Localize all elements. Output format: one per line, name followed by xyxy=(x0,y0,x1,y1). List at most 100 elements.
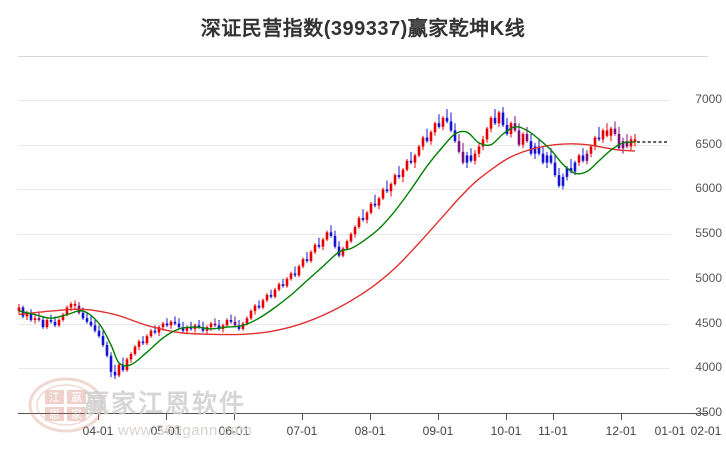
candle-body xyxy=(609,128,613,136)
candle-body xyxy=(73,303,77,306)
candle-body xyxy=(525,133,529,142)
candle-body xyxy=(157,327,161,333)
y-axis-tick-label: 5500 xyxy=(695,226,722,241)
candle-body xyxy=(213,323,217,326)
candle-body xyxy=(601,130,605,140)
gridline xyxy=(18,323,670,325)
x-axis-tick xyxy=(506,414,507,420)
candle-body xyxy=(201,327,205,331)
candle-body xyxy=(313,244,317,253)
candle-body xyxy=(61,314,65,320)
candle-body xyxy=(561,176,565,186)
candle-body xyxy=(417,146,421,156)
candle-body xyxy=(169,321,173,326)
y-axis-tick-label: 7000 xyxy=(695,92,722,106)
candle-body xyxy=(69,303,73,308)
candle-body xyxy=(133,346,137,354)
candle-body xyxy=(277,284,281,290)
candle-body xyxy=(29,312,33,320)
candle-body xyxy=(445,117,449,122)
x-axis-tick-label: 05-01 xyxy=(150,424,182,438)
candle-body xyxy=(545,155,549,163)
candle-body xyxy=(573,162,577,172)
candle-body xyxy=(117,364,121,376)
candle-body xyxy=(457,141,461,152)
header-divider xyxy=(18,56,708,57)
candle-body xyxy=(489,117,493,129)
candle-body xyxy=(393,175,397,185)
candle-body xyxy=(197,325,201,328)
x-axis-tick-label: 09-01 xyxy=(422,424,454,438)
candle-body xyxy=(261,300,265,308)
candle-body xyxy=(337,246,341,256)
candle-body xyxy=(289,273,293,279)
candle-body xyxy=(589,146,593,154)
x-axis-tick-label: 04-01 xyxy=(82,424,114,438)
candle-body xyxy=(361,218,365,220)
candle-body xyxy=(81,312,85,319)
candle-body xyxy=(541,153,545,163)
candle-body xyxy=(301,259,305,267)
candle-body xyxy=(577,155,581,163)
candle-body xyxy=(217,325,221,329)
x-axis-tick xyxy=(166,414,167,420)
candle-body xyxy=(209,323,213,328)
candle-body xyxy=(85,318,89,322)
gridline xyxy=(18,144,670,146)
candle-body xyxy=(305,259,309,261)
candle-body xyxy=(565,167,569,177)
x-axis-tick xyxy=(438,414,439,420)
x-axis-tick-label: 11-01 xyxy=(538,424,568,438)
candle-body xyxy=(49,319,53,322)
candle-body xyxy=(409,160,413,163)
candle-body xyxy=(189,327,193,329)
candle-body xyxy=(353,226,357,235)
candle-body xyxy=(285,278,289,287)
candle-body xyxy=(333,235,337,247)
candle-body xyxy=(57,319,61,326)
candle-body xyxy=(101,336,105,346)
candle-body xyxy=(269,294,273,297)
candle-body xyxy=(161,323,165,328)
candle-body xyxy=(629,139,633,147)
candle-body xyxy=(33,318,37,320)
candle-body xyxy=(165,323,169,326)
candle-body xyxy=(109,355,113,372)
x-axis-tick xyxy=(234,414,235,420)
candle-body xyxy=(93,325,97,331)
candle-body xyxy=(349,234,353,242)
candle-body xyxy=(153,330,157,333)
candle-body xyxy=(141,341,145,344)
candle-body xyxy=(533,146,537,154)
x-axis-tick-label: 06-01 xyxy=(218,424,250,438)
candle-body xyxy=(461,151,465,163)
candle-body xyxy=(425,137,429,142)
y-axis-tick-label: 4500 xyxy=(695,315,722,330)
candle-body xyxy=(389,184,393,192)
candle-body xyxy=(397,175,401,177)
candle-body xyxy=(381,189,385,199)
x-axis-tick xyxy=(370,414,371,420)
candle-body xyxy=(41,319,45,328)
candle-body xyxy=(469,155,473,161)
candle-body xyxy=(293,273,297,276)
candle-body xyxy=(173,321,177,324)
candle-body xyxy=(297,266,301,276)
ma-short-line xyxy=(18,125,636,367)
candle-body xyxy=(121,364,125,371)
x-axis-tick xyxy=(553,414,554,420)
y-axis-tick-label: 6500 xyxy=(695,136,722,151)
candle-body xyxy=(537,146,541,154)
x-axis-tick-label: 08-01 xyxy=(354,424,386,438)
candle-body xyxy=(229,319,233,322)
candle-body xyxy=(341,248,345,256)
candle-body xyxy=(621,141,625,149)
candle-body xyxy=(405,160,409,170)
candle-body xyxy=(433,123,437,133)
x-axis-tick xyxy=(302,414,303,420)
candle-body xyxy=(549,155,553,163)
candle-body xyxy=(505,125,509,134)
x-axis-tick-label: 01-01 xyxy=(654,424,686,438)
candle-body xyxy=(605,130,609,136)
candle-body xyxy=(441,117,445,127)
